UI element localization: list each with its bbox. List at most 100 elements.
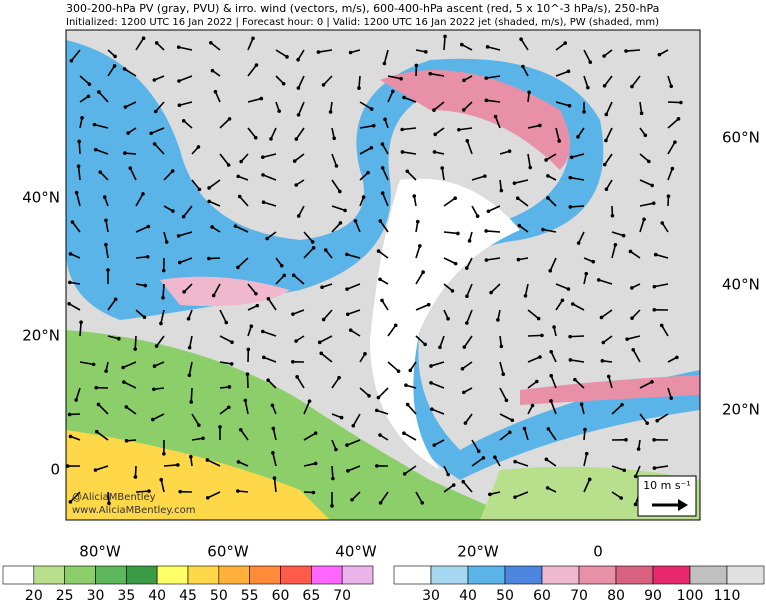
colorbar-label: 30 xyxy=(87,588,105,603)
wind-vector-head xyxy=(381,142,385,146)
wind-vector-head xyxy=(675,356,679,360)
wind-vector-head xyxy=(95,430,99,434)
wind-vector-head xyxy=(446,473,450,477)
wind-vector-head xyxy=(423,343,427,347)
wind-vector-head xyxy=(433,150,437,154)
wind-vector-head xyxy=(644,133,648,137)
wind-vector-head xyxy=(677,117,681,121)
wind-vector-head xyxy=(269,137,273,141)
wind-vector-head xyxy=(77,140,81,144)
wind-vector-head xyxy=(362,195,366,199)
wind-vector-head xyxy=(630,286,634,290)
wind-vector-head xyxy=(521,65,525,69)
wind-vector-head xyxy=(561,298,565,302)
wind-vector-head xyxy=(103,195,107,199)
wind-vector-head xyxy=(106,268,110,272)
wind-vector-head xyxy=(654,253,658,257)
wind-vector-head xyxy=(236,266,240,270)
wind-vector-head xyxy=(314,462,318,466)
wind-vector-head xyxy=(149,132,153,136)
latitude-label: 20°N xyxy=(722,401,760,419)
wind-vector-head xyxy=(227,406,231,410)
wind-vector-head xyxy=(652,201,656,205)
wind-vector-head xyxy=(673,140,677,144)
wind-vector-head xyxy=(370,146,374,150)
wind-vector-head xyxy=(324,248,328,252)
wind-vector-head xyxy=(652,308,656,312)
wind-vector-head xyxy=(272,427,276,431)
wind-vector-head xyxy=(123,151,127,155)
wind-vector-head xyxy=(178,261,182,265)
wind-vector-head xyxy=(486,45,490,49)
colorbar-label: 50 xyxy=(210,588,228,603)
wind-vector-head xyxy=(567,287,571,291)
wind-vector-head xyxy=(201,436,205,440)
wind-vector-head xyxy=(296,58,300,62)
wind-vector-head xyxy=(519,37,523,41)
wind-vector-head xyxy=(182,290,186,294)
colorbar-label: 60 xyxy=(533,588,551,603)
wind-vector-head xyxy=(340,416,344,420)
wind-vector-head xyxy=(484,229,488,233)
wind-vector-head xyxy=(634,475,638,479)
wind-vector-head xyxy=(586,86,590,90)
wind-vector-head xyxy=(424,50,428,54)
wind-vector-head xyxy=(117,337,121,341)
wind-vector-head xyxy=(421,270,425,274)
wind-vector-head xyxy=(642,217,646,221)
wind-vector-head xyxy=(573,378,577,382)
wind-vector-head xyxy=(622,469,626,473)
wind-vector-head xyxy=(377,249,381,253)
colorbar-label: 30 xyxy=(422,588,440,603)
wind-vector-head xyxy=(645,421,649,425)
wind-vector-head xyxy=(236,175,240,179)
wind-vector-head xyxy=(552,325,556,329)
wind-vector-head xyxy=(104,369,108,373)
wind-vector-head xyxy=(246,372,250,376)
wind-vector-head xyxy=(282,82,286,86)
wind-vector-head xyxy=(415,64,419,68)
wind-vector-head xyxy=(446,317,450,321)
wind-vector-head xyxy=(234,224,238,228)
wind-vector-head xyxy=(97,90,101,94)
wind-vector-head xyxy=(214,90,218,94)
wind-vector-head xyxy=(597,278,601,282)
wind-vector-head xyxy=(601,359,605,363)
wind-vector-head xyxy=(625,337,629,341)
colorbar-box xyxy=(188,566,219,584)
wind-vector-head xyxy=(679,101,683,105)
wind-vector-head xyxy=(516,196,520,200)
wind-vector xyxy=(135,336,136,349)
wind-vector-head xyxy=(182,215,186,219)
wind-vector-head xyxy=(265,237,269,241)
colorbar-label: 40 xyxy=(148,588,166,603)
wind-vector-head xyxy=(142,36,146,40)
wind-vector-head xyxy=(622,234,626,238)
wind-vector-head xyxy=(406,403,410,407)
wind-vector-head xyxy=(630,85,634,89)
wind-vector-head xyxy=(188,373,192,377)
wind-vector-head xyxy=(218,425,222,429)
wind-vector-head xyxy=(339,221,343,225)
wind-vector-head xyxy=(93,123,97,127)
wind-vector-head xyxy=(619,496,623,500)
wind-vector-head xyxy=(237,460,241,464)
wind-vector-head xyxy=(591,260,595,264)
wind-vector-head xyxy=(124,105,128,109)
wind-vector-head xyxy=(113,64,117,68)
wind-vector-head xyxy=(545,458,549,462)
wind-vector-head xyxy=(517,224,521,228)
wind-vector-head xyxy=(159,322,163,326)
wind-vector-head xyxy=(457,128,461,132)
wind-vector-head xyxy=(432,443,436,447)
wind-vector-head xyxy=(513,460,517,464)
wind-vector-head xyxy=(239,428,243,432)
wind-vector-head xyxy=(600,316,604,320)
wind-vector-head xyxy=(318,341,322,345)
wind-vector-head xyxy=(68,281,72,285)
wind-vector-head xyxy=(440,166,444,170)
wind-vector-head xyxy=(408,369,412,373)
wind-vector-head xyxy=(500,189,504,193)
wind-vector-head xyxy=(198,188,202,192)
wind-vector-head xyxy=(151,418,155,422)
